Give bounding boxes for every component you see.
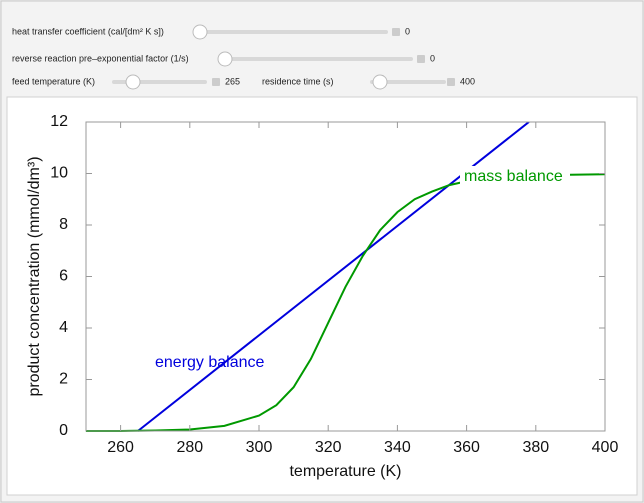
y-tick-label: 2 [59,371,68,388]
y-tick-label: 8 [59,216,68,233]
x-tick-label: 360 [453,439,480,456]
x-tick-label: 340 [384,439,411,456]
slider-track[interactable] [370,80,446,84]
slider-thumb[interactable] [125,74,141,90]
expand-button[interactable] [392,28,400,36]
x-axis-label: temperature (K) [289,463,401,480]
expand-button[interactable] [417,55,425,63]
x-tick-label: 280 [176,439,203,456]
y-tick-label: 6 [59,268,68,285]
energy-balance-label: energy balance [155,354,265,371]
control-label: feed temperature (K) [12,76,95,86]
control-label: heat transfer coefficient (cal/[dm² K s]… [12,26,164,36]
y-tick-label: 4 [59,319,68,336]
control-value: 400 [460,76,475,86]
x-tick-label: 300 [246,439,273,456]
x-tick-label: 380 [522,439,549,456]
y-tick-label: 10 [50,165,68,182]
chart-panel [6,96,638,496]
control-value: 265 [225,76,240,86]
slider-track[interactable] [222,57,413,61]
x-tick-label: 320 [315,439,342,456]
y-tick-label: 12 [50,113,68,130]
x-tick-label: 260 [107,439,134,456]
slider-track[interactable] [200,30,388,34]
slider-thumb[interactable] [217,51,233,67]
mass-balance-label: mass balance [464,168,563,185]
slider-thumb[interactable] [372,74,388,90]
y-tick-label: 0 [59,422,68,439]
x-tick-label: 400 [592,439,619,456]
y-axis-label: product concentration (mmol/dm³) [26,156,43,396]
control-value: 0 [405,26,410,36]
slider-thumb[interactable] [192,24,208,40]
control-label: residence time (s) [262,76,334,86]
label-bg [460,166,570,188]
expand-button[interactable] [212,78,220,86]
control-label: reverse reaction pre‒exponential factor … [12,53,189,63]
expand-button[interactable] [447,78,455,86]
control-value: 0 [430,53,435,63]
